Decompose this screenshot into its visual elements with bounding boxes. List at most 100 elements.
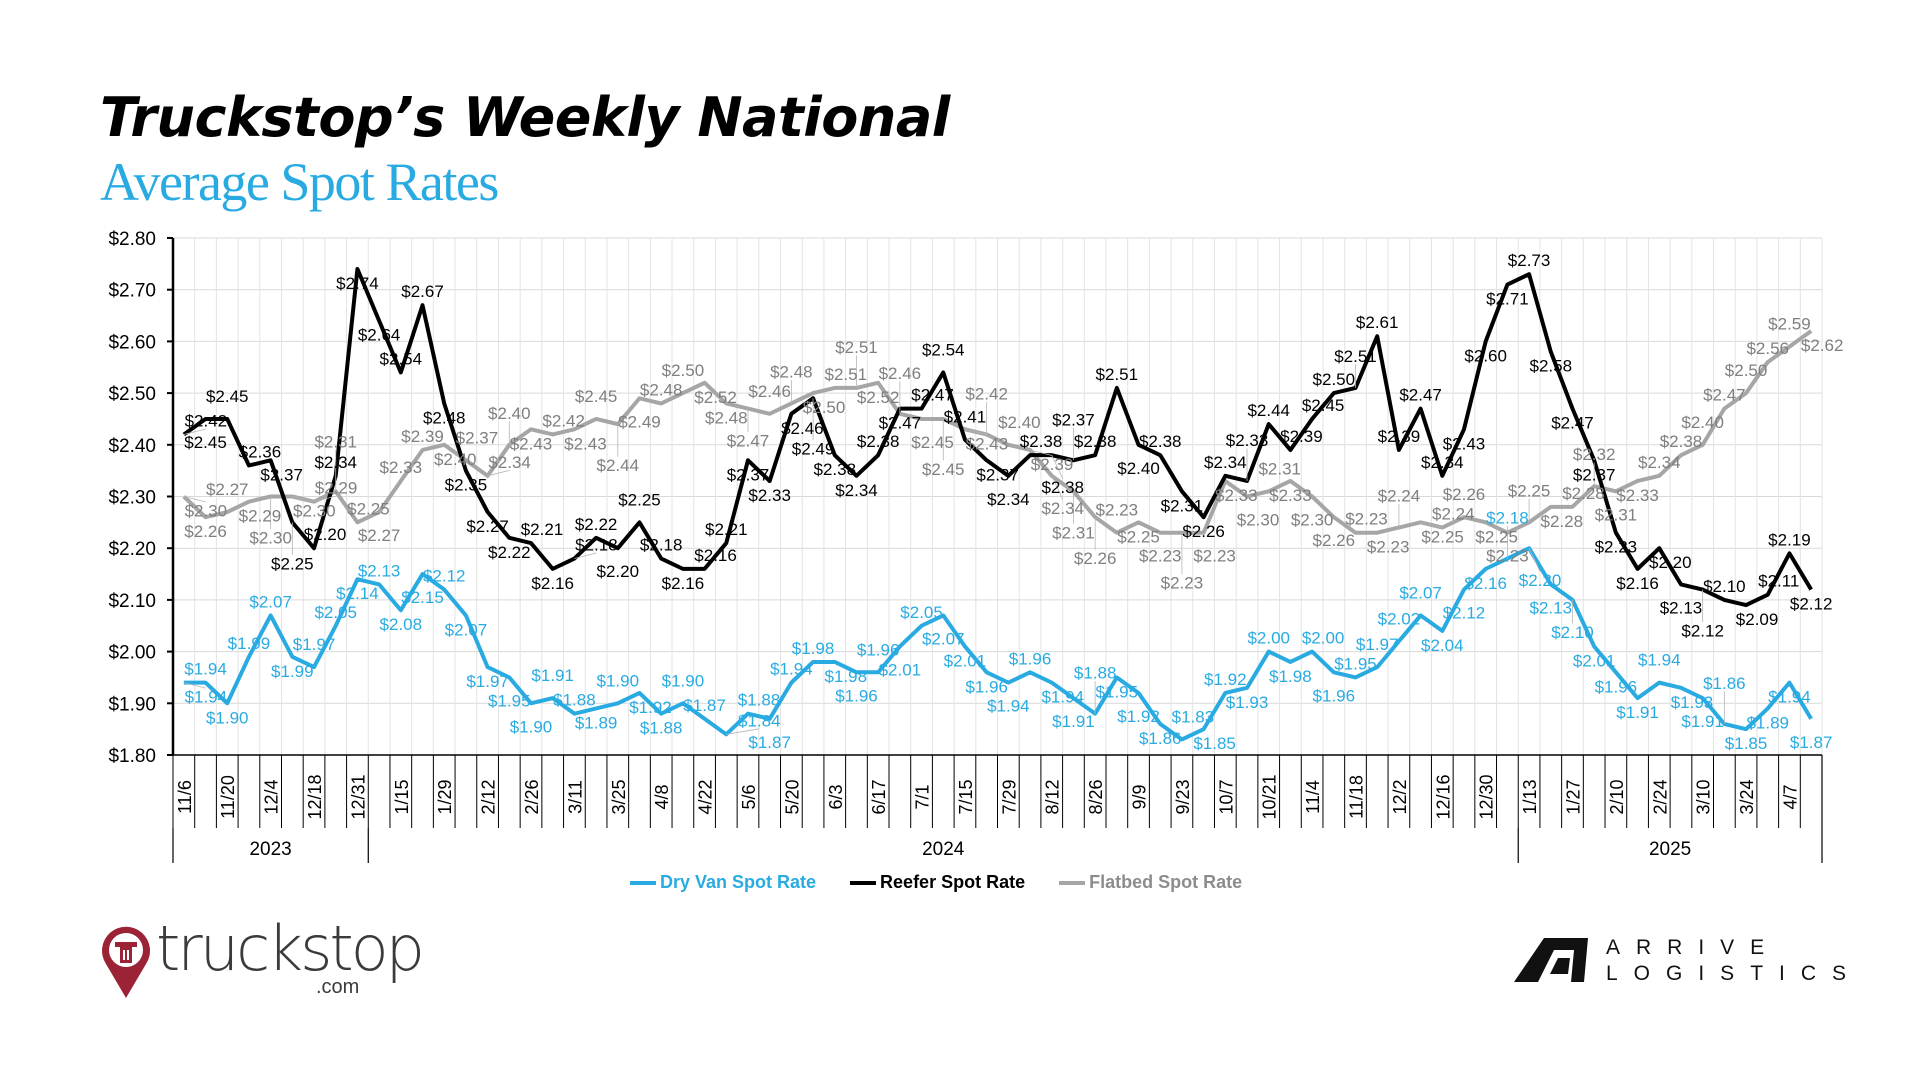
label-leader-lines [183, 355, 1725, 735]
data-label-flatbed: $2.29 [315, 479, 358, 498]
data-label-dry-van: $2.07 [445, 620, 488, 639]
data-label-reefer: $2.45 [184, 433, 227, 452]
data-label-flatbed: $2.26 [1074, 549, 1117, 568]
x-tick-label: 11/4 [1303, 780, 1323, 814]
data-label-flatbed: $2.38 [1660, 432, 1703, 451]
data-label-dry-van: $1.94 [1041, 688, 1084, 707]
x-tick-label: 8/12 [1043, 779, 1063, 814]
data-label-reefer: $2.38 [1139, 432, 1182, 451]
arrive-logistics-logo: ARRIVE LOGISTICS [1514, 936, 1846, 986]
y-tick-label: $2.40 [108, 436, 156, 457]
data-label-dry-van: $1.97 [466, 672, 509, 691]
data-label-dry-van: $2.13 [358, 561, 401, 580]
data-label-reefer: $2.25 [271, 554, 314, 573]
x-tick-label: 1/15 [392, 779, 412, 814]
x-tick-label: 12/30 [1477, 774, 1497, 819]
data-label-reefer: $2.12 [1681, 622, 1724, 641]
data-label-reefer: $2.45 [1302, 396, 1345, 415]
legend-item-reefer[interactable]: Reefer Spot Rate [850, 872, 1025, 893]
data-label-dry-van: $2.12 [1443, 604, 1486, 623]
data-label-flatbed: $2.23 [1367, 538, 1410, 557]
x-tick-label: 5/6 [739, 784, 759, 809]
data-label-flatbed: $2.27 [358, 526, 401, 545]
data-label-reefer: $2.20 [1649, 553, 1692, 572]
data-label-dry-van: $1.94 [1768, 688, 1811, 707]
data-label-reefer: $2.16 [531, 574, 574, 593]
data-label-dry-van: $1.90 [206, 708, 249, 727]
label-leader-line [574, 552, 597, 559]
data-label-flatbed: $2.43 [564, 434, 607, 453]
data-label-reefer: $2.20 [304, 525, 347, 544]
data-label-dry-van: $1.94 [987, 697, 1030, 716]
data-label-reefer: $2.37 [976, 465, 1019, 484]
data-label-reefer: $2.50 [1313, 370, 1356, 389]
data-label-dry-van: $2.01 [1573, 651, 1616, 670]
data-label-reefer: $2.38 [857, 432, 900, 451]
legend-item-flatbed[interactable]: Flatbed Spot Rate [1059, 872, 1242, 893]
data-label-dry-van: $1.90 [662, 671, 705, 690]
data-label-flatbed: $2.45 [922, 460, 965, 479]
data-label-dry-van: $1.89 [575, 713, 618, 732]
y-tick-label: $2.00 [108, 643, 156, 664]
data-label-reefer: $2.37 [260, 465, 303, 484]
x-tick-label: 11/18 [1347, 775, 1367, 819]
data-label-dry-van: $1.96 [1009, 649, 1052, 668]
data-label-reefer: $2.47 [1551, 414, 1594, 433]
legend: Dry Van Spot Rate Reefer Spot Rate Flatb… [630, 872, 1242, 893]
data-label-flatbed: $2.48 [770, 362, 813, 381]
data-label-flatbed: $2.30 [1237, 511, 1280, 530]
x-tick-label: 7/15 [956, 779, 976, 814]
legend-label-reefer: Reefer Spot Rate [880, 872, 1026, 892]
truckstop-logo: truckstop .com [98, 912, 425, 998]
label-leader-line [1528, 548, 1541, 572]
x-tick-label: 11/20 [218, 775, 238, 819]
data-label-flatbed: $2.42 [965, 384, 1008, 403]
x-tick-label: 8/26 [1086, 779, 1106, 814]
x-tick-label: 4/22 [696, 779, 716, 814]
data-label-dry-van: $2.10 [1551, 623, 1594, 642]
data-label-flatbed: $2.28 [1541, 512, 1584, 531]
data-label-reefer: $2.23 [1595, 538, 1638, 557]
data-label-flatbed: $2.32 [1573, 445, 1616, 464]
x-tick-label: 10/21 [1260, 774, 1280, 819]
x-tick-label: 12/18 [305, 774, 325, 819]
data-label-reefer: $2.37 [1573, 465, 1616, 484]
data-label-flatbed: $2.26 [184, 522, 227, 541]
data-label-flatbed: $2.43 [966, 434, 1009, 453]
data-label-reefer: $2.18 [575, 536, 618, 555]
data-label-dry-van: $2.14 [336, 584, 379, 603]
data-label-flatbed: $2.26 [1443, 485, 1486, 504]
data-label-reefer: $2.34 [835, 481, 878, 500]
data-label-flatbed: $2.40 [1681, 413, 1724, 432]
label-leader-line [487, 469, 510, 477]
data-label-dry-van: $1.94 [185, 688, 228, 707]
x-tick-label: 4/7 [1780, 784, 1800, 809]
data-label-reefer: $2.61 [1356, 313, 1399, 332]
data-label-dry-van: $1.87 [683, 696, 726, 715]
year-label: 2024 [922, 839, 965, 860]
legend-item-dry-van[interactable]: Dry Van Spot Rate [630, 872, 816, 893]
data-label-reefer: $2.42 [185, 411, 228, 430]
label-leader-line [292, 496, 315, 503]
data-label-dry-van: $1.96 [835, 686, 878, 705]
data-label-dry-van: $1.96 [1313, 686, 1356, 705]
data-label-flatbed: $2.51 [824, 365, 867, 384]
x-tick-label: 10/7 [1216, 779, 1236, 814]
data-label-reefer: $2.60 [1464, 346, 1507, 365]
x-tick-label: 6/3 [826, 784, 846, 809]
arrive-wordmark: ARRIVE [1606, 936, 1781, 959]
data-label-dry-van: $2.16 [1464, 574, 1507, 593]
data-label-reefer: $2.58 [1530, 357, 1573, 376]
data-label-reefer: $2.33 [1226, 431, 1269, 450]
series-line-flatbed [182, 329, 1813, 535]
data-label-flatbed: $2.25 [1117, 527, 1160, 546]
data-label-flatbed: $2.37 [456, 428, 499, 447]
x-tick-label: 11/6 [175, 780, 195, 814]
data-label-dry-van: $2.00 [1302, 629, 1345, 648]
data-label-dry-van: $1.98 [1269, 667, 1312, 686]
data-label-dry-van: $1.83 [1172, 707, 1215, 726]
data-label-dry-van: $1.98 [792, 639, 835, 658]
data-label-flatbed: $2.45 [575, 387, 618, 406]
data-label-flatbed: $2.25 [1421, 527, 1464, 546]
x-tick-label: 12/2 [1390, 779, 1410, 814]
